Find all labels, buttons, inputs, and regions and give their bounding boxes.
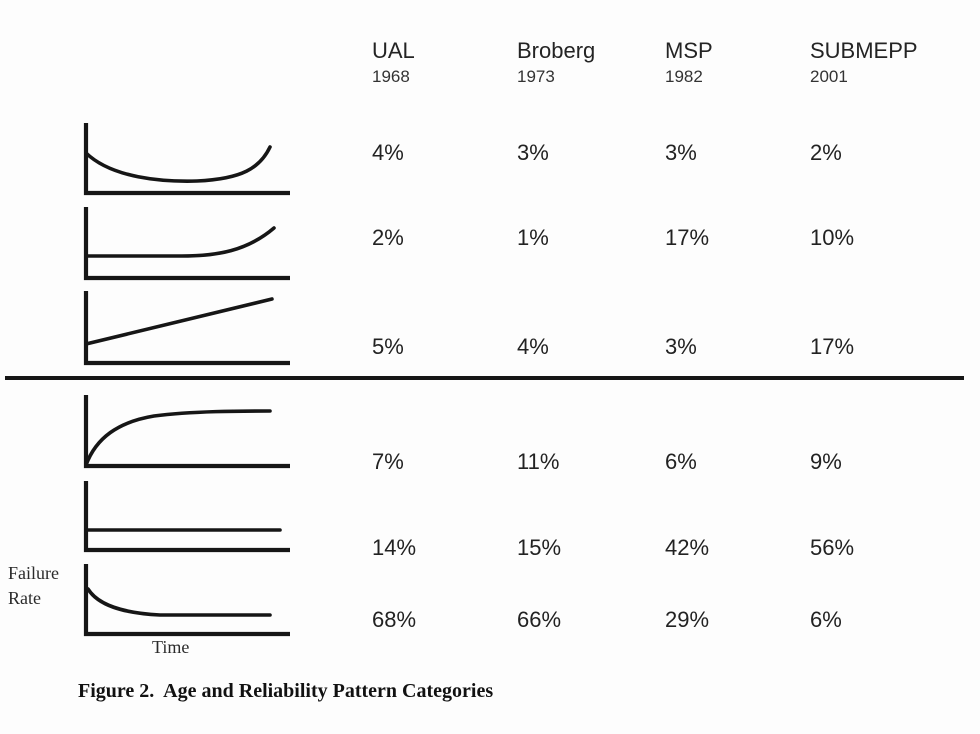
chart-axes (83, 481, 290, 553)
pct-infant-broberg: 66% (517, 607, 562, 632)
x-axis-label-time: Time (152, 637, 190, 657)
chart-curve (84, 145, 272, 183)
chart-curve (84, 297, 274, 346)
pct-wearout-msp: 17% (665, 225, 710, 250)
chart-axes (83, 291, 290, 366)
constant-random-chart (82, 478, 294, 554)
pct-rapidrise-broberg: 11% (517, 449, 560, 474)
rapid-increase-then-constant-chart (82, 392, 294, 470)
pct-constant-broberg: 15% (517, 535, 562, 560)
column-year: 1982 (665, 67, 703, 86)
infant-mortality-chart (82, 561, 294, 638)
pct-constant-submepp: 56% (810, 535, 855, 560)
pct-wearout-broberg: 1% (517, 225, 549, 250)
figure-caption: Figure 2. Age and Reliability Pattern Ca… (78, 680, 494, 702)
pct-bathtub-msp: 3% (665, 140, 697, 165)
y-axis-label-failure-rate: Failure Rate (8, 563, 59, 608)
pct-increase-ual: 5% (372, 334, 404, 359)
column-year: 1973 (517, 67, 555, 86)
pct-bathtub-ual: 4% (372, 140, 404, 165)
pct-bathtub-submepp: 2% (810, 140, 842, 165)
pct-wearout-submepp: 10% (810, 225, 855, 250)
section-divider-line (5, 376, 964, 380)
column-name: Broberg (517, 38, 596, 63)
column-name: SUBMEPP (810, 38, 918, 63)
pct-rapidrise-submepp: 9% (810, 449, 842, 474)
chart-curve (84, 409, 272, 467)
column-year: 1968 (372, 67, 410, 86)
pct-bathtub-broberg: 3% (517, 140, 549, 165)
pct-increase-msp: 3% (665, 334, 697, 359)
chart-curve (84, 226, 276, 258)
column-header-broberg: Broberg 1973 (517, 38, 595, 87)
pct-infant-msp: 29% (665, 607, 710, 632)
steady-increase-chart (82, 288, 294, 367)
pct-wearout-ual: 2% (372, 225, 404, 250)
pct-constant-msp: 42% (665, 535, 710, 560)
pct-increase-broberg: 4% (517, 334, 549, 359)
column-header-msp: MSP 1982 (665, 38, 713, 87)
bathtub-curve-chart (82, 120, 294, 198)
column-name: MSP (665, 38, 713, 63)
column-name: UAL (372, 38, 415, 63)
chart-curve (86, 587, 272, 617)
pct-rapidrise-msp: 6% (665, 449, 697, 474)
column-header-ual: UAL 1968 (372, 38, 415, 87)
chart-axes (83, 207, 290, 281)
pct-constant-ual: 14% (372, 535, 417, 560)
pct-infant-submepp: 6% (810, 607, 842, 632)
pct-increase-submepp: 17% (810, 334, 855, 359)
pct-infant-ual: 68% (372, 607, 417, 632)
column-year: 2001 (810, 67, 848, 86)
pct-rapidrise-ual: 7% (372, 449, 404, 474)
constant-then-wear-out-chart (82, 204, 294, 282)
column-header-submepp: SUBMEPP 2001 (810, 38, 918, 87)
chart-axes (83, 564, 290, 637)
chart-axes (83, 123, 290, 196)
